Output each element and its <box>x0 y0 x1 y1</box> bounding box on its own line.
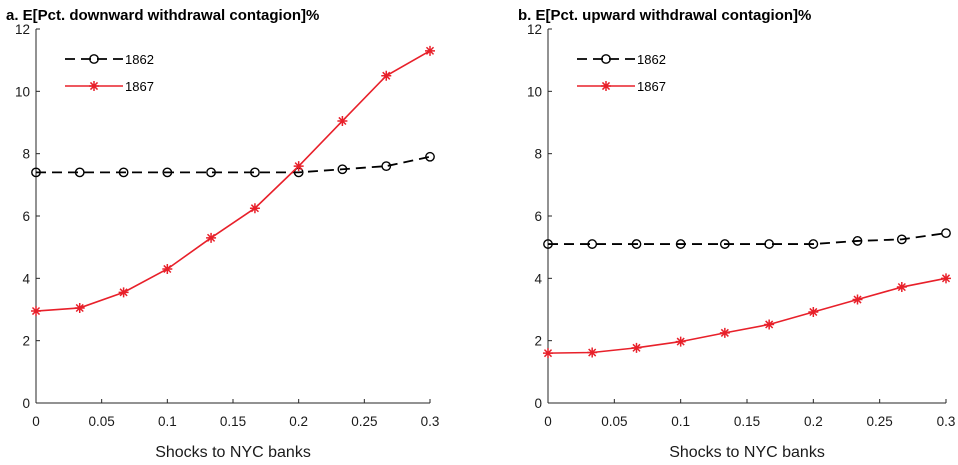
series-1862-point <box>896 234 907 245</box>
series-1862-point <box>31 167 41 178</box>
y-tick-label: 10 <box>15 84 30 99</box>
x-tick-label: 0.1 <box>158 414 177 429</box>
x-tick-label: 0.1 <box>671 414 690 429</box>
x-tick-label: 0.05 <box>89 414 115 429</box>
legend-marker-1867 <box>89 81 99 91</box>
x-tick-label: 0.2 <box>804 414 823 429</box>
series-1862-point <box>941 228 951 239</box>
series-1867-point <box>31 306 41 317</box>
series-1867-point <box>941 273 951 284</box>
series-1862-point <box>719 239 730 249</box>
series-1867-point <box>425 45 435 56</box>
series-1862-point <box>587 239 598 249</box>
legend: 1862 1867 <box>577 52 666 94</box>
series-1862-point <box>631 239 642 249</box>
series-1867-point <box>808 306 819 317</box>
series-1867-point <box>337 115 348 126</box>
legend-label-1862: 1862 <box>637 52 666 67</box>
series-1867-point <box>293 161 304 172</box>
x-tick-label: 0.25 <box>867 414 893 429</box>
series-1862-line <box>548 232 947 245</box>
series-1862 <box>543 228 951 249</box>
x-tick-label: 0.3 <box>937 414 956 429</box>
series-1867 <box>543 273 951 359</box>
legend-marker-1862 <box>601 54 611 64</box>
x-tick-label: 0.15 <box>220 414 246 429</box>
y-tick-label: 10 <box>527 84 542 99</box>
y-tick-label: 12 <box>527 22 542 37</box>
y-tick-label: 12 <box>15 22 30 37</box>
y-tick-label: 8 <box>534 147 542 162</box>
series-1862-point <box>543 239 553 249</box>
series-1862 <box>31 151 435 178</box>
legend-label-1867: 1867 <box>125 79 154 94</box>
series-1867-point <box>249 203 260 214</box>
x-tick-label: 0.15 <box>734 414 760 429</box>
series-1862-point <box>852 236 863 246</box>
y-tick-label: 4 <box>22 271 30 286</box>
series-1862-point <box>206 167 216 178</box>
series-1867-point <box>764 319 775 330</box>
legend-marker-1867 <box>601 81 611 91</box>
y-tick-label: 8 <box>22 147 30 162</box>
series-1862-point <box>162 167 173 178</box>
y-tick-label: 6 <box>22 209 30 224</box>
x-tick-label: 0.3 <box>421 414 440 429</box>
series-1862-point <box>381 161 392 172</box>
series-1867-point <box>719 327 730 338</box>
series-1862-point <box>337 164 348 175</box>
series-1867 <box>31 45 435 317</box>
series-1862-point <box>675 239 686 249</box>
chart-title: b. E[Pct. upward withdrawal contagion]% <box>518 7 811 24</box>
series-1867-line <box>547 277 947 354</box>
series-1867-point <box>206 232 217 243</box>
x-tick-label: 0.25 <box>351 414 377 429</box>
y-tick-label: 6 <box>534 209 542 224</box>
x-axis-label: Shocks to NYC banks <box>669 444 825 461</box>
legend-marker-1862 <box>89 54 99 64</box>
y-tick-label: 0 <box>534 396 542 411</box>
y-tick-label: 0 <box>22 396 30 411</box>
series-1867-point <box>381 70 392 81</box>
x-tick-label: 0 <box>544 414 552 429</box>
series-1867-point <box>896 282 907 293</box>
series-1862-line <box>36 155 431 174</box>
y-tick-label: 4 <box>534 271 542 286</box>
series-1867-point <box>162 263 173 274</box>
x-tick-label: 0.05 <box>601 414 627 429</box>
series-1862-point <box>808 239 819 249</box>
series-1862-point <box>764 239 775 249</box>
y-tick-label: 2 <box>534 334 542 349</box>
chart-title: a. E[Pct. downward withdrawal contagion]… <box>6 7 319 24</box>
chart-panel-b: b. E[Pct. upward withdrawal contagion]% 0… <box>518 7 955 461</box>
series-1867-point <box>852 294 863 305</box>
series-1862-point <box>250 167 260 178</box>
chart-panel-a: a. E[Pct. downward withdrawal contagion]… <box>6 7 439 461</box>
series-1867-point <box>675 336 686 347</box>
x-tick-label: 0 <box>32 414 40 429</box>
legend-label-1867: 1867 <box>637 79 666 94</box>
series-1867-point <box>74 302 85 313</box>
series-1867-point <box>543 348 553 359</box>
y-tick-label: 2 <box>22 334 30 349</box>
series-1862-point <box>425 151 435 162</box>
series-1867-point <box>587 347 598 358</box>
x-axis-label: Shocks to NYC banks <box>155 444 311 461</box>
series-1862-point <box>118 167 129 178</box>
legend-label-1862: 1862 <box>125 52 154 67</box>
legend: 1862 1867 <box>65 52 154 94</box>
series-1867-point <box>631 342 642 353</box>
series-1867-line <box>35 50 431 312</box>
series-1867-point <box>118 287 129 298</box>
series-1862-point <box>74 167 85 178</box>
x-tick-label: 0.2 <box>289 414 308 429</box>
